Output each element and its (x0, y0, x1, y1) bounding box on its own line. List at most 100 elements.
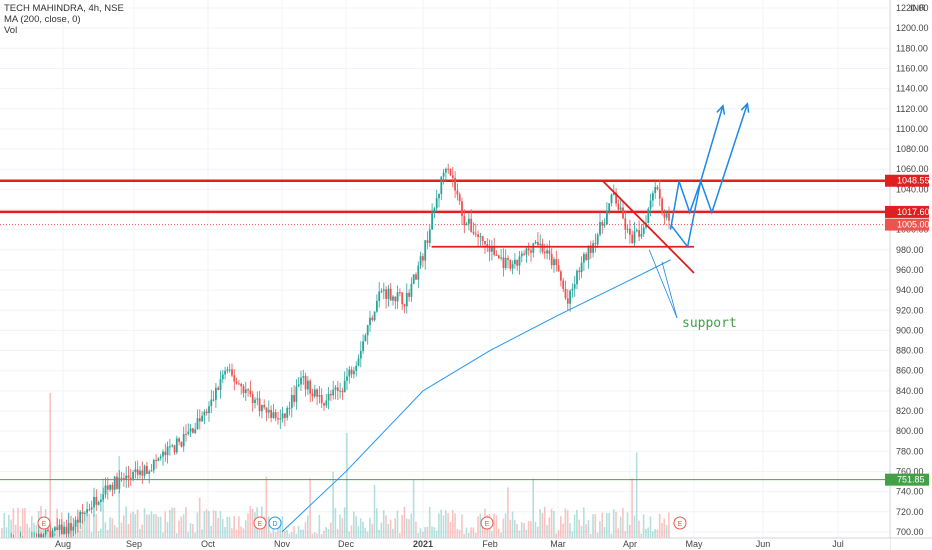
price-label[interactable] (885, 205, 929, 218)
candle-body (449, 169, 452, 176)
candle-body (97, 502, 100, 505)
candle-body (456, 190, 459, 195)
candle-body (134, 469, 137, 472)
volume-bar (629, 524, 631, 538)
volume-bar (580, 525, 583, 538)
candle-body (530, 250, 532, 253)
candle-body (215, 387, 217, 400)
projection-path-1[interactable] (669, 103, 749, 230)
time-tick-label: Jun (756, 539, 771, 549)
volume-bar (8, 514, 10, 538)
volume-bar (162, 532, 164, 538)
volume-bar (150, 511, 153, 538)
volume-bar (652, 531, 654, 538)
candle-body (113, 476, 116, 490)
earnings-marker[interactable] (37, 516, 51, 530)
earnings-marker[interactable] (253, 516, 267, 530)
volume-bar (626, 512, 629, 538)
volume-bar (244, 520, 247, 538)
volume-bar (656, 529, 659, 538)
volume-bar (166, 522, 169, 538)
projection-path-2[interactable] (669, 105, 724, 249)
volume-bar (332, 471, 334, 538)
volume-bar (320, 533, 323, 538)
price-tick-label: 900.00 (896, 325, 924, 335)
volume-bar (553, 511, 555, 538)
price-axis[interactable]: 1220.00 1200.00 1180.00 1160.00 1140.00 1120.… (885, 0, 932, 550)
candle-body (546, 250, 548, 254)
volume-bar (537, 526, 539, 538)
candle-body (185, 433, 187, 435)
candle-body (231, 369, 233, 376)
volume-bar (307, 515, 309, 538)
candle-body (226, 369, 229, 371)
candle-body (318, 395, 321, 397)
legend-volume: Vol (4, 25, 18, 36)
candle-body (474, 233, 477, 235)
volume-bar (481, 524, 484, 538)
candle-body (527, 248, 530, 251)
candle-body (472, 231, 475, 234)
volume-bar (419, 528, 422, 538)
volume-bar (380, 522, 383, 538)
volume-bar (54, 533, 56, 538)
trend-line[interactable] (601, 179, 695, 274)
volume-bar (233, 515, 235, 538)
volume-bar (235, 529, 238, 538)
volume-bar (608, 512, 610, 538)
candle-body (442, 172, 445, 177)
volume-bar (355, 516, 357, 538)
volume-bar (267, 516, 270, 538)
candle-body (44, 529, 47, 535)
time-axis-bg (0, 538, 890, 550)
horizontal-levels (0, 179, 890, 481)
time-axis[interactable]: Aug Sep Oct Nov Dec 2021 Feb Mar Apr May Jun Jul (0, 537, 932, 550)
candle-body (47, 529, 49, 532)
volume-bar (422, 531, 424, 538)
event-letter: E (485, 521, 490, 528)
price-tick-label: 960.00 (896, 265, 924, 275)
volume-bar (387, 523, 390, 538)
candle-body (90, 507, 93, 510)
price-label[interactable] (885, 174, 929, 187)
volume-bar (645, 528, 647, 538)
candle-body (382, 289, 385, 292)
volume-bar (373, 485, 376, 538)
price-tick-label: 1040.00 (896, 184, 929, 194)
price-tick-label: 820.00 (896, 406, 924, 416)
volume-bar (194, 532, 196, 538)
support-annotation: support (682, 316, 737, 331)
volume-bar (208, 511, 210, 538)
dividend-marker[interactable] (268, 516, 282, 530)
candle-body (51, 530, 54, 541)
volume-bar (116, 527, 118, 538)
volume-bar (106, 529, 109, 538)
volume-bar (339, 514, 341, 538)
volume-bar (525, 529, 528, 538)
candle-body (378, 291, 381, 301)
candle-body (320, 395, 323, 404)
candle-body (477, 234, 479, 237)
volume-bar (560, 516, 562, 538)
volume-bar (90, 531, 93, 538)
candle-body (525, 248, 528, 255)
volume-bar (10, 519, 12, 538)
candle-body (178, 438, 180, 442)
candle-body (63, 526, 65, 535)
volume-bar (647, 527, 649, 538)
volume-bar (274, 531, 277, 538)
volume-bar (530, 521, 532, 538)
volume-bar (343, 507, 346, 538)
price-label[interactable] (885, 473, 929, 486)
volume-bar (412, 479, 415, 538)
price-label[interactable] (885, 218, 929, 231)
candle-body (341, 390, 344, 393)
candle-body (111, 484, 114, 490)
earnings-marker[interactable] (480, 516, 494, 530)
volume-bar (493, 513, 495, 538)
candle-body (258, 398, 261, 412)
earnings-marker[interactable] (673, 516, 687, 530)
volume-bar (198, 497, 201, 538)
